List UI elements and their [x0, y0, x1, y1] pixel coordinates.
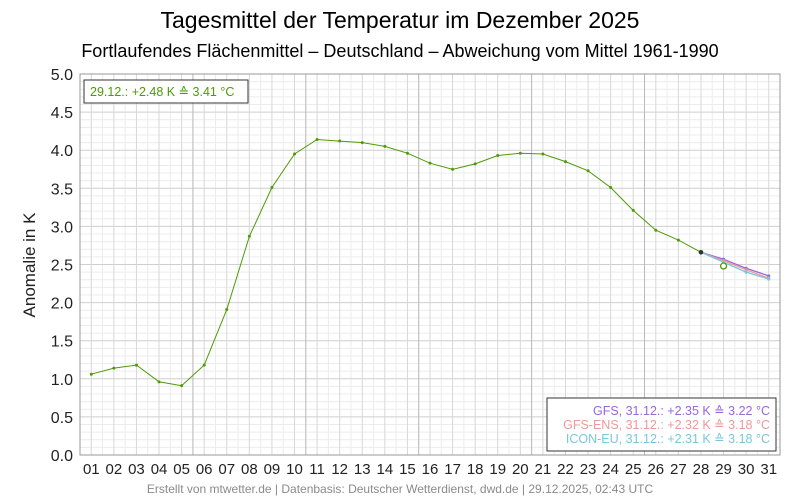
info-box-frame — [83, 79, 249, 104]
observed-point — [360, 141, 364, 145]
x-tick-label: 20 — [512, 461, 529, 478]
x-tick-label: 11 — [309, 461, 325, 478]
x-tick-label: 26 — [647, 461, 664, 478]
x-tick-label: 10 — [286, 461, 303, 478]
x-tick-label: 12 — [331, 461, 348, 478]
legend-entry-gfs: GFS, 31.12.: +2.35 K ≙ 3.22 °C — [593, 404, 770, 418]
observed-point — [134, 363, 138, 367]
x-tick-label: 05 — [173, 461, 190, 478]
grid-lines — [80, 73, 780, 456]
x-tick-label: 22 — [557, 461, 574, 478]
footer-credit: Erstellt von mtwetter.de | Datenbasis: D… — [147, 482, 654, 496]
observed-point — [609, 186, 613, 190]
x-tick-label: 31 — [760, 461, 777, 478]
observed-point — [563, 160, 567, 164]
legend-frame — [546, 397, 777, 452]
info-box: 29.12.: +2.48 K ≙ 3.41 °C — [83, 79, 249, 104]
y-tick-label: 2.5 — [51, 258, 73, 275]
y-tick-label: 3.0 — [51, 219, 73, 236]
forecast-point-gfs — [767, 274, 771, 278]
x-tick-label: 29 — [715, 461, 732, 478]
observed-point — [338, 139, 342, 143]
forecast-point-icon-eu — [767, 277, 771, 281]
forecast-line-gfs — [700, 251, 769, 277]
y-tick-label: 4.5 — [51, 105, 73, 122]
x-tick-label: 03 — [128, 461, 145, 478]
observed-point — [270, 186, 274, 190]
x-tick-label: 27 — [670, 461, 687, 478]
x-tick-label: 19 — [489, 461, 506, 478]
observed-point — [383, 144, 387, 148]
observed-point — [473, 162, 477, 166]
observed-point — [428, 161, 432, 165]
forecast-point-gfs-ens — [744, 268, 748, 272]
observed-point — [631, 208, 635, 212]
series-group — [89, 138, 771, 388]
y-axis-label: Anomalie in K — [20, 212, 39, 318]
observed-point — [496, 154, 500, 158]
y-tick-label: 0.0 — [51, 448, 73, 465]
observed-point — [157, 380, 161, 384]
x-tick-label: 02 — [106, 461, 123, 478]
forecast-line-gfs-ens — [700, 251, 769, 279]
x-tick-label: 23 — [580, 461, 597, 478]
x-tick-label: 17 — [444, 461, 461, 478]
x-tick-label: 06 — [196, 461, 213, 478]
forecast-line-icon-eu — [700, 251, 769, 280]
observed-point — [89, 372, 93, 376]
observed-point — [112, 366, 116, 370]
y-tick-label: 1.5 — [51, 334, 73, 351]
x-tick-label: 25 — [625, 461, 642, 478]
observed-point — [541, 152, 545, 156]
y-tick-label: 3.5 — [51, 181, 73, 198]
x-tick-label: 18 — [467, 461, 484, 478]
observed-line — [91, 138, 702, 387]
x-tick-label: 04 — [151, 461, 168, 478]
observed-point — [518, 151, 522, 155]
observed-point — [293, 152, 297, 156]
y-tick-label: 4.0 — [51, 143, 73, 160]
observed-point — [586, 169, 590, 173]
info-box-text: 29.12.: +2.48 K ≙ 3.41 °C — [90, 85, 234, 99]
chart-title: Tagesmittel der Temperatur im Dezember 2… — [161, 7, 640, 33]
y-tick-label: 2.0 — [51, 296, 73, 313]
observed-last-point — [698, 250, 704, 255]
x-tick-label: 09 — [264, 461, 281, 478]
y-tick-label: 1.0 — [51, 372, 73, 389]
observed-point — [202, 363, 206, 367]
x-tick-label: 15 — [399, 461, 416, 478]
x-tick-label: 01 — [83, 461, 100, 478]
forecast-point-icon-eu — [744, 270, 748, 274]
y-tick-label: 5.0 — [51, 67, 73, 84]
x-tick-label: 16 — [422, 461, 439, 478]
observed-point — [315, 138, 319, 142]
x-tick-label: 08 — [241, 461, 258, 478]
observed-point — [405, 151, 409, 155]
observed-point — [247, 234, 251, 238]
x-tick-labels: 01 02 03 04 05 06 07 08 09 10 11 12 13 14 15 16 17 18 19 20… — [83, 461, 777, 478]
observed-point — [225, 307, 229, 311]
observed-point — [180, 384, 184, 388]
x-tick-label: 30 — [738, 461, 755, 478]
plot-area-frame — [79, 73, 781, 456]
y-tick-labels: 0.0 0.5 1.0 1.5 2.0 2.5 3.0 3.5 4.0 4.5 5.0 — [51, 67, 73, 465]
x-tick-label: 28 — [693, 461, 710, 478]
legend-entry-gfs-ens: GFS-ENS, 31.12.: +2.32 K ≙ 3.18 °C — [563, 418, 770, 432]
x-tick-label: 07 — [218, 461, 235, 478]
y-tick-label: 0.5 — [51, 410, 73, 427]
observed-point — [451, 167, 455, 171]
current-day-point — [719, 262, 728, 270]
x-tick-label: 14 — [376, 461, 393, 478]
chart-subtitle: Fortlaufendes Flächenmittel – Deutschlan… — [81, 41, 718, 61]
legend-entry-icon-eu: ICON-EU, 31.12.: +2.31 K ≙ 3.18 °C — [566, 432, 770, 446]
x-tick-label: 24 — [602, 461, 619, 478]
legend: GFS, 31.12.: +2.35 K ≙ 3.22 °C GFS-ENS, … — [546, 397, 777, 452]
observed-point — [654, 228, 658, 232]
x-tick-label: 21 — [535, 461, 552, 478]
observed-point — [676, 238, 680, 242]
x-tick-label: 13 — [354, 461, 371, 478]
